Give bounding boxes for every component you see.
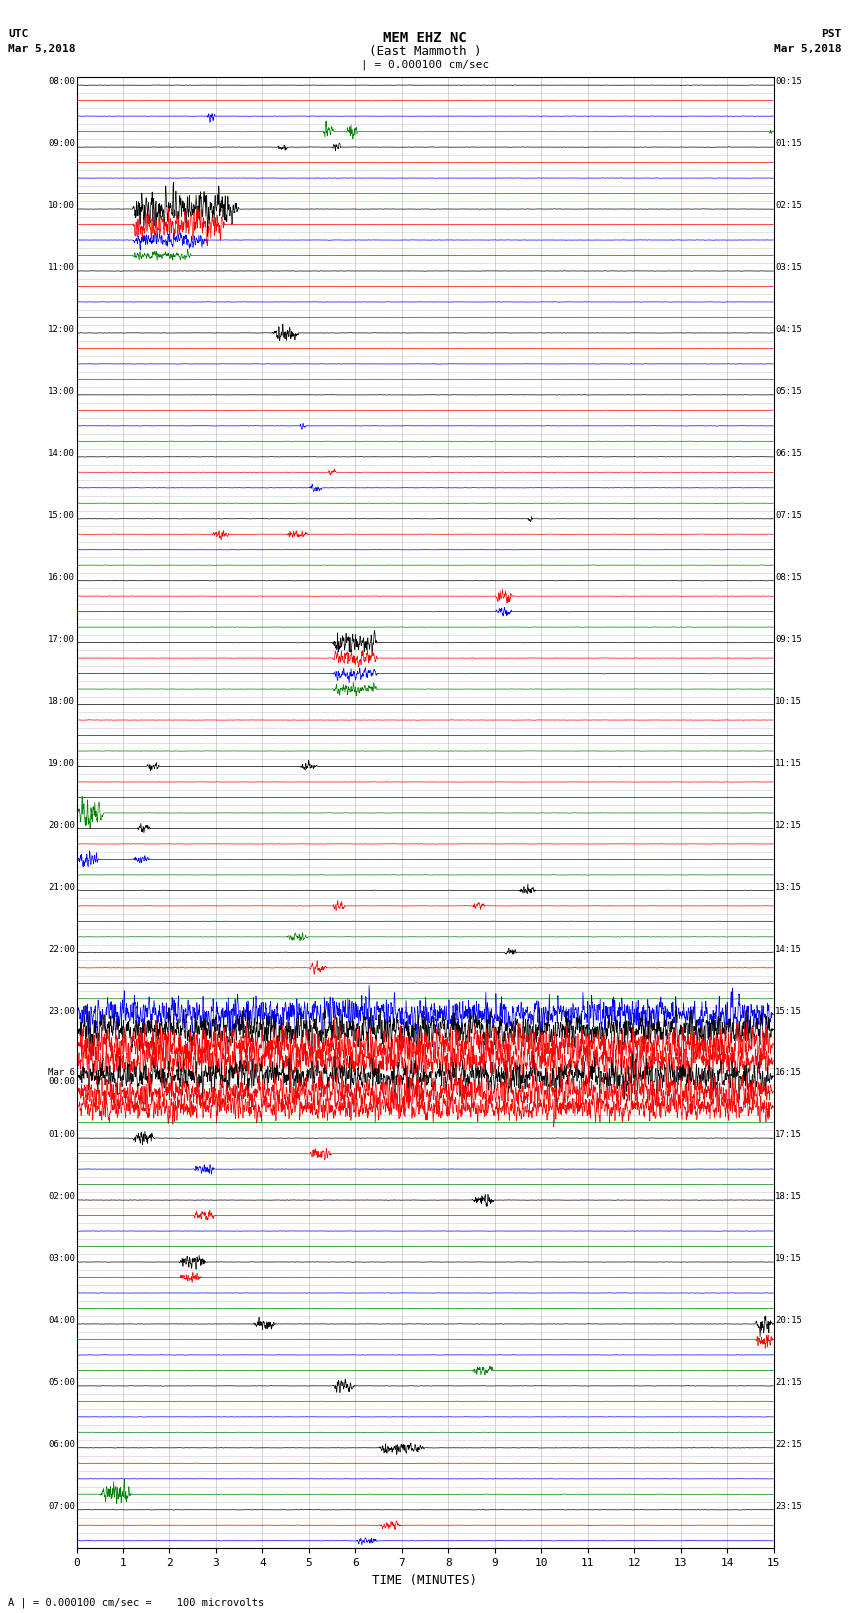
Text: 01:00: 01:00 [48, 1131, 75, 1139]
Text: 23:00: 23:00 [48, 1007, 75, 1016]
Text: 13:15: 13:15 [775, 882, 802, 892]
Text: 14:00: 14:00 [48, 448, 75, 458]
Text: 13:00: 13:00 [48, 387, 75, 397]
Text: 02:15: 02:15 [775, 202, 802, 210]
Text: 02:00: 02:00 [48, 1192, 75, 1202]
Text: 21:15: 21:15 [775, 1378, 802, 1387]
Text: 11:00: 11:00 [48, 263, 75, 273]
Text: 06:15: 06:15 [775, 448, 802, 458]
Text: 10:00: 10:00 [48, 202, 75, 210]
Text: Mar 5,2018: Mar 5,2018 [8, 44, 76, 53]
Text: 16:15: 16:15 [775, 1068, 802, 1077]
Text: 01:15: 01:15 [775, 139, 802, 148]
Text: 09:15: 09:15 [775, 636, 802, 644]
Text: 18:15: 18:15 [775, 1192, 802, 1202]
Text: 21:00: 21:00 [48, 882, 75, 892]
Text: MEM EHZ NC: MEM EHZ NC [383, 31, 467, 45]
Text: (East Mammoth ): (East Mammoth ) [369, 45, 481, 58]
Text: 12:15: 12:15 [775, 821, 802, 829]
Text: 10:15: 10:15 [775, 697, 802, 706]
Text: 12:00: 12:00 [48, 326, 75, 334]
Text: 08:15: 08:15 [775, 573, 802, 582]
Text: Mar 5,2018: Mar 5,2018 [774, 44, 842, 53]
X-axis label: TIME (MINUTES): TIME (MINUTES) [372, 1574, 478, 1587]
Text: 20:00: 20:00 [48, 821, 75, 829]
Text: 23:15: 23:15 [775, 1502, 802, 1511]
Text: 07:00: 07:00 [48, 1502, 75, 1511]
Text: 17:00: 17:00 [48, 636, 75, 644]
Text: 03:00: 03:00 [48, 1255, 75, 1263]
Text: 20:15: 20:15 [775, 1316, 802, 1326]
Text: 15:15: 15:15 [775, 1007, 802, 1016]
Text: 07:15: 07:15 [775, 511, 802, 519]
Text: 16:00: 16:00 [48, 573, 75, 582]
Text: 09:00: 09:00 [48, 139, 75, 148]
Text: 05:15: 05:15 [775, 387, 802, 397]
Text: PST: PST [821, 29, 842, 39]
Text: UTC: UTC [8, 29, 29, 39]
Text: 15:00: 15:00 [48, 511, 75, 519]
Text: 14:15: 14:15 [775, 945, 802, 953]
Text: 22:15: 22:15 [775, 1440, 802, 1448]
Text: 00:15: 00:15 [775, 77, 802, 87]
Text: 03:15: 03:15 [775, 263, 802, 273]
Text: 18:00: 18:00 [48, 697, 75, 706]
Text: 11:15: 11:15 [775, 758, 802, 768]
Text: 05:00: 05:00 [48, 1378, 75, 1387]
Text: 19:00: 19:00 [48, 758, 75, 768]
Text: 22:00: 22:00 [48, 945, 75, 953]
Text: | = 0.000100 cm/sec: | = 0.000100 cm/sec [361, 60, 489, 71]
Text: 04:15: 04:15 [775, 326, 802, 334]
Text: A | = 0.000100 cm/sec =    100 microvolts: A | = 0.000100 cm/sec = 100 microvolts [8, 1597, 264, 1608]
Text: 17:15: 17:15 [775, 1131, 802, 1139]
Text: Mar 6
00:00: Mar 6 00:00 [48, 1068, 75, 1086]
Text: 04:00: 04:00 [48, 1316, 75, 1326]
Text: 08:00: 08:00 [48, 77, 75, 87]
Text: 19:15: 19:15 [775, 1255, 802, 1263]
Text: 06:00: 06:00 [48, 1440, 75, 1448]
